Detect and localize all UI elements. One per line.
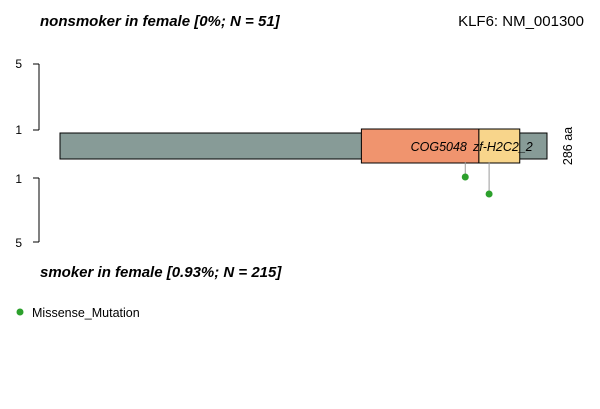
- top-axis-tick-label-5: 5: [15, 57, 22, 71]
- domain-zf-h2c2-2: [478, 128, 521, 164]
- domain-label-zf-h2c2-2: zf-H2C2_2: [472, 140, 533, 154]
- mutation-group: [461, 162, 493, 198]
- mutation-point: [485, 190, 493, 198]
- top-group-title: nonsmoker in female [0%; N = 51]: [40, 13, 281, 30]
- bottom-axis-tick-label-1: 1: [15, 172, 22, 186]
- mutation-point: [461, 173, 469, 181]
- bottom-group-title: smoker in female [0.93%; N = 215]: [40, 264, 282, 281]
- top-axis-tick-label-1: 1: [15, 123, 22, 137]
- protein-length-label: 286 aa: [561, 127, 575, 165]
- bottom-axis-tick-label-5: 5: [15, 236, 22, 250]
- top-axis: 5 1: [15, 57, 40, 137]
- domain-label-cog5048: COG5048: [411, 140, 467, 154]
- gene-title: KLF6: NM_001300: [458, 13, 584, 30]
- legend-missense-marker: [16, 308, 24, 316]
- legend-missense-label: Missense_Mutation: [32, 306, 140, 320]
- legend: Missense_Mutation: [16, 306, 140, 320]
- domain-group: COG5048 zf-H2C2_2: [360, 128, 533, 164]
- bottom-axis: 1 5: [15, 172, 40, 250]
